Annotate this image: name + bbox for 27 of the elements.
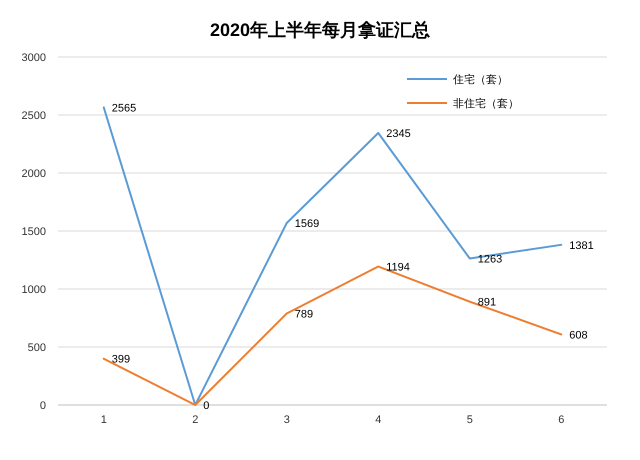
y-tick-label: 3000 — [22, 52, 46, 64]
data-label: 608 — [569, 329, 588, 342]
y-tick-label: 2000 — [22, 168, 46, 180]
legend-label: 住宅（套） — [453, 73, 508, 86]
data-label: 1263 — [478, 253, 502, 266]
chart-title: 2020年上半年每月拿证汇总 — [210, 20, 430, 40]
data-label: 2565 — [112, 102, 136, 114]
data-label: 1381 — [569, 240, 594, 252]
y-tick-label: 2500 — [22, 110, 46, 122]
y-tick-label: 1500 — [22, 226, 46, 238]
data-label: 891 — [478, 296, 496, 309]
legend-label: 非住宅（套） — [453, 97, 519, 110]
x-tick-label: 4 — [375, 414, 382, 426]
y-tick-label: 0 — [40, 400, 46, 412]
data-label: 1569 — [294, 218, 320, 230]
x-tick-label: 3 — [284, 414, 290, 426]
data-label: 789 — [294, 308, 314, 320]
x-tick-label: 1 — [100, 414, 107, 426]
x-tick-label: 6 — [558, 414, 564, 426]
data-label: 0 — [203, 400, 210, 412]
data-label: 2345 — [386, 128, 411, 140]
data-label: 1194 — [386, 261, 410, 274]
x-tick-label: 2 — [192, 414, 198, 426]
y-tick-label: 500 — [28, 342, 46, 354]
x-tick-label: 5 — [466, 414, 473, 426]
data-label: 399 — [112, 354, 130, 366]
y-tick-label: 1000 — [22, 284, 46, 296]
